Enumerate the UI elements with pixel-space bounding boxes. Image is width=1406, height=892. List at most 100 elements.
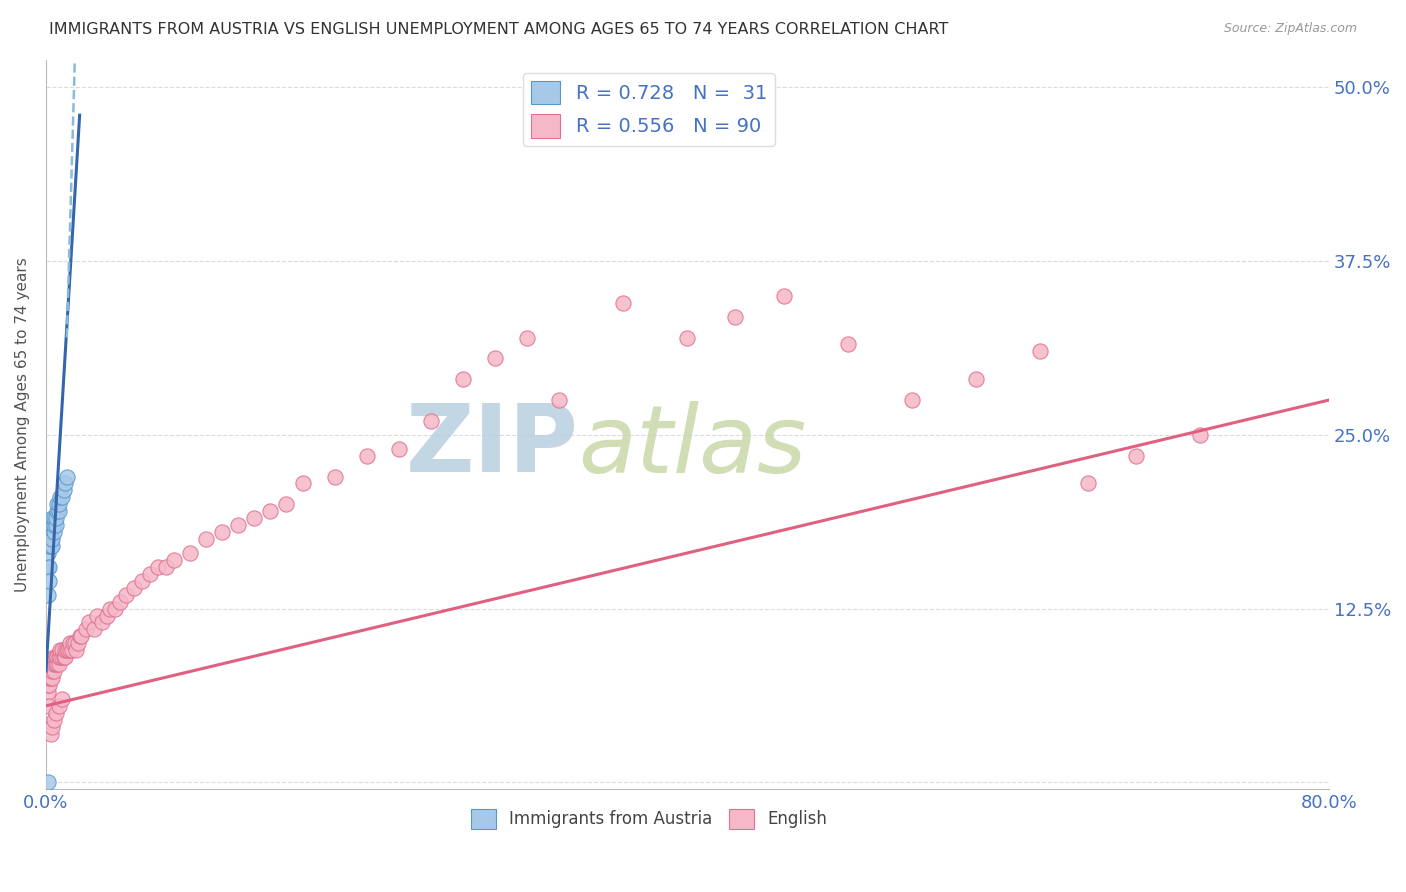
Point (676, 330, 699, 344)
Point (42, 657, 65, 672)
Point (45, 706, 67, 720)
Text: Source: ZipAtlas.com: Source: ZipAtlas.com (1223, 22, 1357, 36)
Point (291, 476, 314, 491)
Point (86, 608, 108, 623)
Point (37, 671, 59, 685)
Point (388, 442, 411, 456)
Point (38, 559, 60, 574)
Point (548, 393, 571, 408)
Point (37, 559, 59, 574)
Point (63, 636, 86, 650)
Point (419, 414, 441, 428)
Point (356, 449, 378, 463)
Point (39, 525, 62, 540)
Point (131, 574, 153, 588)
Point (42, 664, 65, 678)
Point (42, 713, 65, 727)
Point (772, 289, 794, 303)
Point (56, 643, 79, 657)
Point (108, 594, 131, 608)
Point (52, 650, 75, 665)
Point (451, 372, 474, 386)
Point (837, 337, 859, 351)
Point (37, 678, 59, 692)
Point (77, 615, 100, 630)
Point (39, 532, 62, 546)
Point (41, 539, 63, 553)
Point (96, 608, 118, 623)
Point (62, 636, 84, 650)
Point (228, 518, 250, 533)
Point (51, 650, 73, 665)
Point (42, 650, 65, 665)
Point (56, 469, 79, 483)
Point (122, 581, 145, 595)
Point (38, 678, 60, 692)
Legend: Immigrants from Austria, English: Immigrants from Austria, English (464, 802, 834, 836)
Point (37, 685, 59, 699)
Point (49, 650, 72, 665)
Point (323, 469, 346, 483)
Point (39, 518, 62, 533)
Point (39, 664, 62, 678)
Point (484, 351, 506, 366)
Point (53, 650, 76, 665)
Point (38, 698, 60, 713)
Point (724, 310, 747, 324)
Point (211, 525, 233, 540)
Point (42, 511, 65, 525)
Point (58, 643, 80, 657)
Point (104, 601, 127, 615)
Point (39, 657, 62, 672)
Point (53, 643, 76, 657)
Point (243, 511, 266, 525)
Point (38, 574, 60, 588)
Point (163, 553, 186, 567)
Point (70, 629, 93, 643)
Point (67, 636, 90, 650)
Point (46, 657, 69, 672)
Point (155, 559, 177, 574)
Point (65, 643, 87, 657)
Point (38, 532, 60, 546)
Point (59, 643, 82, 657)
Point (69, 629, 91, 643)
Point (1029, 344, 1052, 359)
Point (46, 497, 69, 511)
Point (39, 539, 62, 553)
Point (41, 511, 63, 525)
Point (37, 546, 59, 560)
Point (49, 491, 72, 505)
Point (46, 650, 69, 665)
Y-axis label: Unemployment Among Ages 65 to 74 years: Unemployment Among Ages 65 to 74 years (15, 257, 30, 591)
Point (45, 511, 67, 525)
Point (45, 518, 67, 533)
Point (38, 671, 60, 685)
Point (98, 601, 121, 615)
Point (38, 539, 60, 553)
Point (37, 588, 59, 602)
Text: IMMIGRANTS FROM AUSTRIA VS ENGLISH UNEMPLOYMENT AMONG AGES 65 TO 74 YEARS CORREL: IMMIGRANTS FROM AUSTRIA VS ENGLISH UNEMP… (49, 22, 949, 37)
Point (38, 525, 60, 540)
Point (42, 518, 65, 533)
Point (53, 476, 76, 491)
Point (195, 532, 218, 546)
Point (51, 491, 73, 505)
Point (148, 559, 170, 574)
Point (965, 372, 987, 386)
Text: atlas: atlas (578, 401, 807, 491)
Point (48, 497, 70, 511)
Text: ZIP: ZIP (405, 401, 578, 492)
Point (51, 643, 73, 657)
Point (45, 657, 67, 672)
Point (45, 650, 67, 665)
Point (1189, 427, 1212, 442)
Point (52, 483, 75, 498)
Point (42, 525, 65, 540)
Point (41, 532, 63, 546)
Point (48, 650, 70, 665)
Point (46, 504, 69, 518)
Point (39, 726, 62, 740)
Point (41, 664, 63, 678)
Point (39, 664, 62, 678)
